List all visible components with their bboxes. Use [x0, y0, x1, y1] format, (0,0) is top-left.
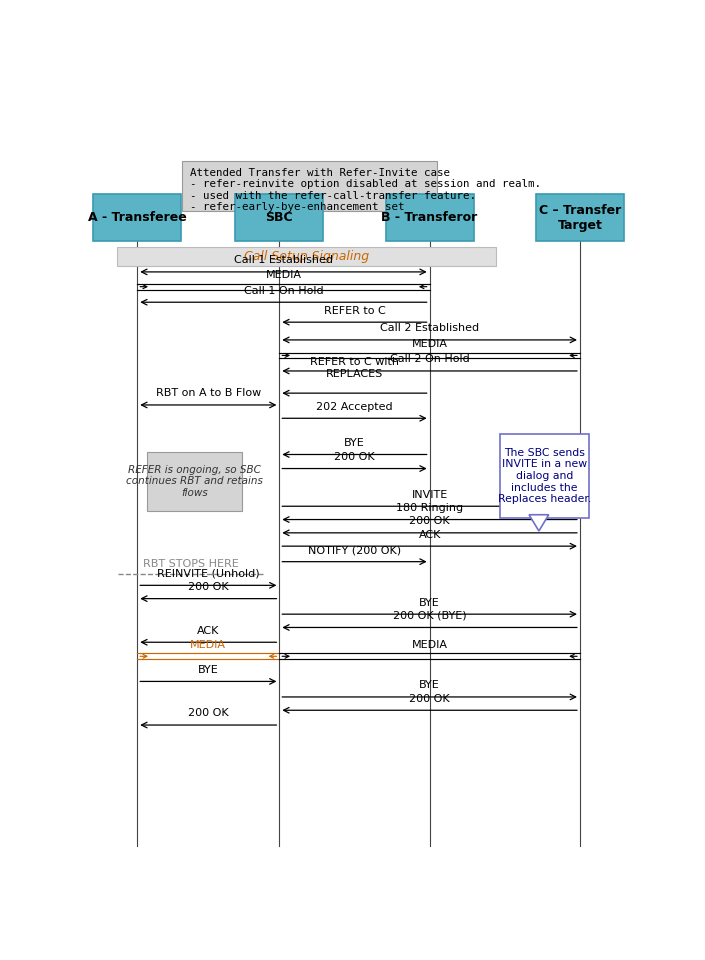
Text: 200 OK: 200 OK: [334, 452, 375, 462]
Text: A - Transferee: A - Transferee: [88, 211, 187, 224]
Text: B - Transferor: B - Transferor: [381, 211, 478, 224]
FancyBboxPatch shape: [235, 194, 324, 241]
Text: Attended Transfer with Refer-Invite case
- refer-reinvite option disabled at ses: Attended Transfer with Refer-Invite case…: [190, 168, 541, 212]
Text: REFER to C: REFER to C: [324, 305, 386, 316]
Text: SBC: SBC: [266, 211, 293, 224]
Text: 202 Accepted: 202 Accepted: [316, 401, 393, 412]
Text: 180 Ringing: 180 Ringing: [396, 503, 463, 513]
Text: BYE: BYE: [344, 438, 365, 447]
FancyBboxPatch shape: [117, 247, 496, 266]
FancyBboxPatch shape: [500, 434, 589, 517]
Text: MEDIA: MEDIA: [412, 339, 448, 348]
FancyBboxPatch shape: [147, 451, 242, 511]
Text: REINVITE (Unhold): REINVITE (Unhold): [157, 568, 259, 579]
Text: RBT on A to B Flow: RBT on A to B Flow: [156, 388, 261, 398]
FancyBboxPatch shape: [93, 194, 181, 241]
Text: INVITE: INVITE: [412, 490, 448, 499]
Text: ACK: ACK: [419, 530, 441, 540]
Text: Call 1 Established: Call 1 Established: [234, 255, 333, 265]
Text: 200 OK: 200 OK: [410, 516, 450, 526]
Text: ACK: ACK: [197, 626, 219, 636]
Text: REFER is ongoing, so SBC
continues RBT and retains
flows: REFER is ongoing, so SBC continues RBT a…: [126, 465, 263, 497]
Text: RBT STOPS HERE: RBT STOPS HERE: [142, 559, 238, 569]
Text: Call Setup Signaling: Call Setup Signaling: [244, 250, 369, 263]
FancyBboxPatch shape: [536, 194, 624, 241]
Text: 200 OK: 200 OK: [410, 694, 450, 704]
Text: Call 2 Established: Call 2 Established: [380, 324, 479, 333]
FancyBboxPatch shape: [386, 194, 474, 241]
Text: Call 1 On Hold: Call 1 On Hold: [244, 285, 324, 296]
Text: BYE: BYE: [419, 681, 440, 690]
Text: Call 2 On Hold: Call 2 On Hold: [390, 354, 470, 364]
Text: The SBC sends
INVITE in a new
dialog and
includes the
Replaces header.: The SBC sends INVITE in a new dialog and…: [498, 447, 591, 504]
FancyBboxPatch shape: [182, 161, 436, 211]
Text: 200 OK (BYE): 200 OK (BYE): [393, 611, 467, 621]
Text: MEDIA: MEDIA: [412, 639, 448, 650]
Text: BYE: BYE: [198, 664, 219, 675]
Text: 200 OK: 200 OK: [188, 708, 228, 718]
Polygon shape: [529, 515, 548, 531]
Text: 200 OK: 200 OK: [188, 582, 228, 592]
Text: REFER to C with
REPLACES: REFER to C with REPLACES: [310, 357, 399, 379]
Text: NOTIFY (200 OK): NOTIFY (200 OK): [308, 545, 401, 555]
Text: BYE: BYE: [419, 597, 440, 608]
Text: C – Transfer
Target: C – Transfer Target: [539, 204, 621, 231]
Text: MEDIA: MEDIA: [266, 270, 302, 280]
Text: MEDIA: MEDIA: [190, 639, 226, 650]
